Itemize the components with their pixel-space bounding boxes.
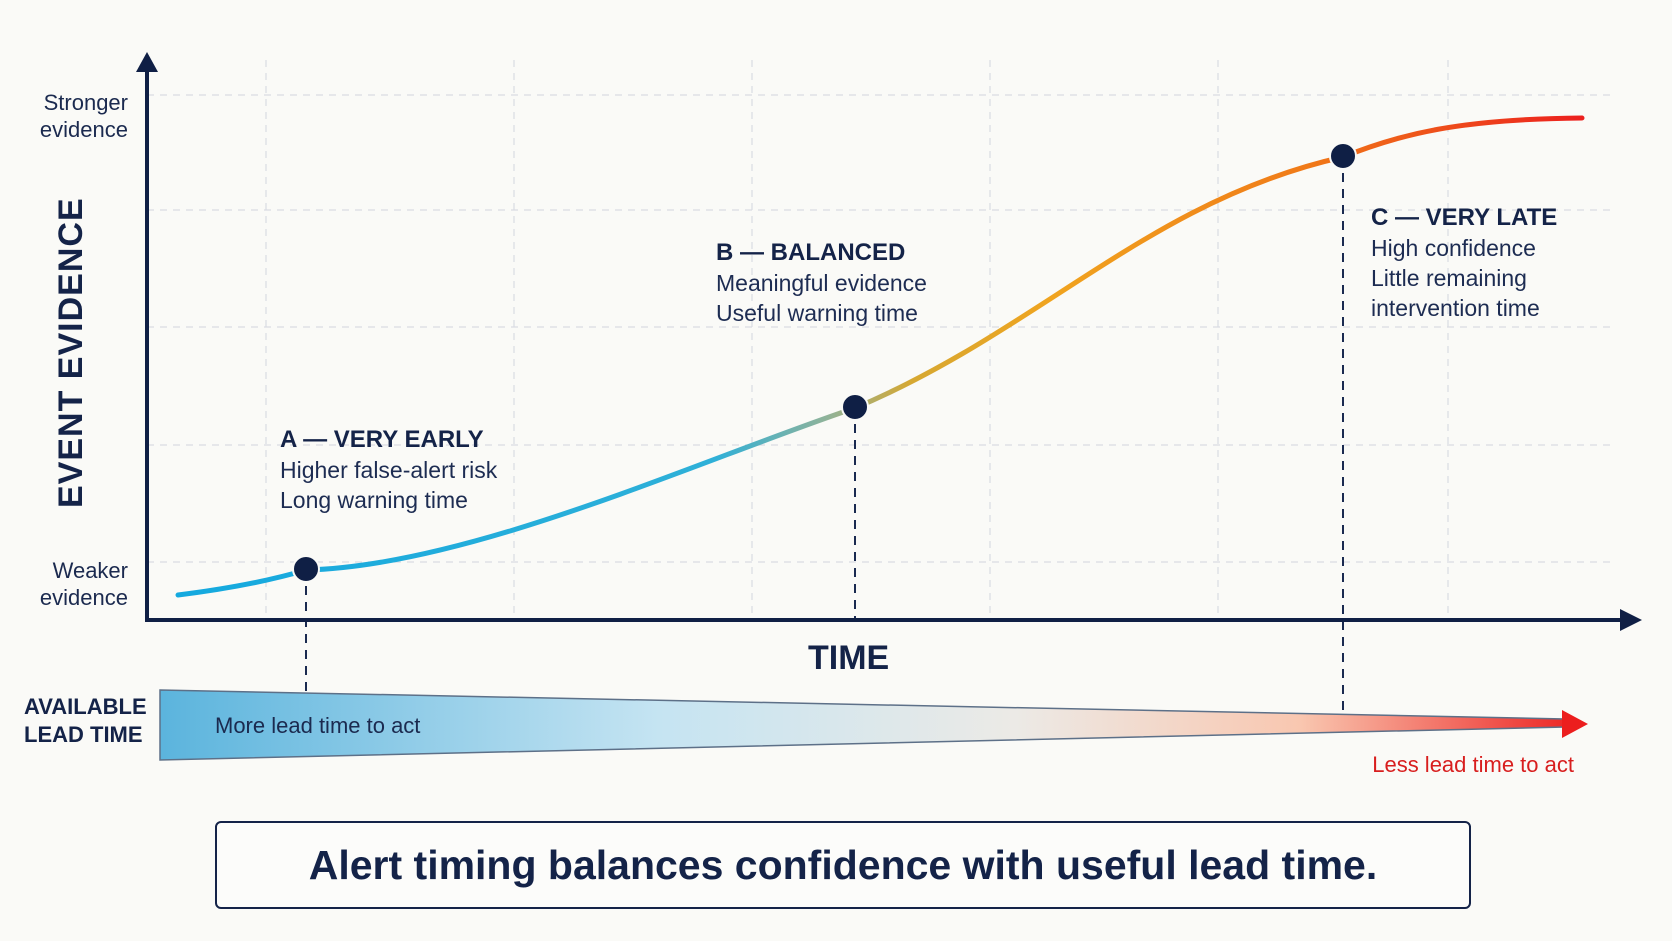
point-b-marker [841,393,869,421]
lead-time-less-label: Less lead time to act [1372,752,1574,777]
y-tick-weaker-line-1: Weaker [52,558,128,583]
lead-time-title: AVAILABLE LEAD TIME [24,693,147,749]
lead-time-arrowhead [1562,710,1588,738]
point-a-line-1: Higher false-alert risk [280,457,498,483]
evidence-curve [175,115,1585,598]
point-a-marker [292,555,320,583]
annotation-point-b: B — BALANCED Meaningful evidence Useful … [716,238,927,328]
takeaway-box: Alert timing balances confidence with us… [215,821,1471,909]
point-b-line-1: Meaningful evidence [716,270,927,296]
point-a-title: A — VERY EARLY [280,426,484,453]
y-axis-title: EVENT EVIDENCE [52,197,90,508]
y-axis-arrowhead [136,52,158,72]
annotation-point-c: C — VERY LATE High confidence Little rem… [1371,203,1557,323]
annotation-point-a: A — VERY EARLY Higher false-alert risk L… [280,425,497,515]
lead-time-title-line-1: AVAILABLE [24,694,147,719]
y-tick-stronger-line-1: Stronger [43,90,128,115]
gridlines [147,60,1610,618]
y-tick-weaker-line-2: evidence [39,585,128,610]
lead-time-title-line-2: LEAD TIME [24,722,143,747]
point-c-line-2: Little remaining [1371,265,1527,291]
point-c-line-3: intervention time [1371,295,1540,321]
point-a-line-2: Long warning time [280,487,468,513]
x-axis-title: TIME [808,639,890,677]
y-tick-stronger: Stronger evidence [40,89,128,143]
lead-time-more-label: More lead time to act [215,713,421,738]
point-c-title: C — VERY LATE [1371,204,1558,231]
x-axis-arrowhead [1620,609,1642,631]
takeaway-text: Alert timing balances confidence with us… [308,841,1378,888]
point-c-marker [1329,142,1357,170]
point-c-line-1: High confidence [1371,235,1536,261]
y-tick-weaker: Weaker evidence [40,557,128,611]
point-b-line-2: Useful warning time [716,300,918,326]
point-b-title: B — BALANCED [716,239,906,266]
axes [145,65,1620,622]
y-tick-stronger-line-2: evidence [39,117,128,142]
